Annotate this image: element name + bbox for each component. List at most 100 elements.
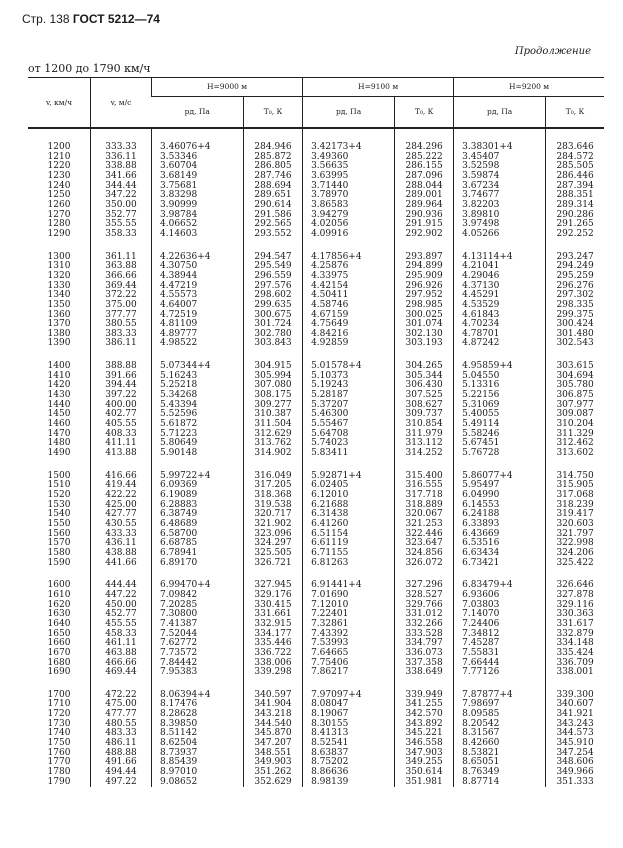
spacer-cell [90,568,152,582]
cell-v-kmh: 1580 [47,547,71,558]
cell-pressure-9000: 8.06394+4 [151,690,244,701]
cell-v-kmh: 1320 [47,270,71,281]
cell-temp-9100: 301.074 [394,319,454,330]
cell-pressure-9200: 7.66444 [453,658,546,669]
cell-temp-9000: 299.635 [242,300,303,311]
cell-v-ms: 388.88 [90,361,152,372]
cell-pressure-9100: 5.10373 [302,371,395,382]
cell-temp-9100: 316.555 [394,481,454,491]
cell-v-ms: 355.55 [90,220,152,230]
cell-temp-9200: 291.265 [545,220,604,230]
cell-pressure-9100: 8.41313 [302,729,395,740]
cell-v-ms: 491.66 [90,758,152,769]
cell-pressure-9100: 6.51154 [302,529,395,540]
cell-pressure-9000: 6.68785 [151,539,244,549]
table-row: 1790 497.22 9.08652 352.629 8.98139 351.981 8.… [28,777,604,788]
spacer-cell [28,678,91,691]
cell-pressure-9200: 3.67234 [453,181,546,192]
group-spacer [28,349,604,363]
table-row: 1780 494.44 8.97010 351.262 8.86636 350.614 8.… [28,767,604,778]
cell-temp-9200: 338.001 [545,667,604,678]
cell-pressure-9000: 6.99470+4 [151,581,244,591]
cell-pressure-9000: 6.48689 [151,519,244,530]
spacer-cell [453,349,546,363]
cell-temp-9100: 308.627 [394,400,454,411]
cell-v-kmh: 1310 [47,261,71,272]
cell-pressure-9000: 7.62772 [151,639,244,649]
cell-temp-9200: 329.116 [545,600,604,611]
cell-temp-9100: 331.012 [394,610,454,620]
cell-v-ms: 344.44 [90,181,152,192]
cell-temp-9000: 302.780 [242,329,303,340]
cell-temp-9200: 332.879 [545,629,604,640]
cell-v-kmh: 1740 [47,728,71,739]
table-row: 1490 413.88 5.90148 314.902 5.83411 314.252 5.… [28,448,604,459]
cell-v-ms: 397.22 [90,390,152,401]
cell-v-kmh: 1480 [47,438,71,449]
cell-pressure-9000: 4.47219 [151,281,244,292]
cell-pressure-9200: 3.74677 [453,191,546,201]
cell-temp-9000: 319.538 [242,500,303,511]
cell-v-kmh: 1520 [47,490,71,500]
cell-pressure-9100: 7.01690 [302,590,395,601]
cell-temp-9200: 340.607 [545,700,604,711]
cell-pressure-9000: 9.08652 [151,777,244,788]
table-row: 1770 491.66 8.85439 349.903 8.75202 349.255 8.… [28,758,604,769]
cell-temp-9200: 344.573 [545,729,604,740]
cell-pressure-9000: 7.95383 [151,667,244,678]
cell-pressure-9100: 6.91441+4 [302,581,395,591]
cell-pressure-9100: 3.86583 [302,200,395,211]
cell-pressure-9200: 8.20542 [453,719,546,730]
cell-v-ms: 405.55 [90,419,152,430]
cell-temp-9000: 292.565 [242,220,303,230]
cell-pressure-9200: 7.24406 [453,619,546,630]
cell-v-kmh: 1700 [47,689,71,700]
cell-temp-9000: 296.559 [242,271,303,282]
cell-pressure-9100: 7.12010 [302,600,395,611]
cell-v-ms: 347.22 [90,191,152,201]
data-table: v, км/ч v, м/с H=9000 м H=9100 м H=9200 … [28,77,604,788]
cell-pressure-9000: 5.25218 [151,381,244,392]
cell-pressure-9000: 3.60704 [151,162,244,172]
cell-v-ms: 411.11 [90,439,152,450]
cell-pressure-9000: 5.80649 [151,439,244,450]
cell-pressure-9100: 5.37207 [302,400,395,411]
cell-temp-9200: 335.424 [545,648,604,659]
cell-pressure-9100: 6.61119 [302,539,395,549]
cell-temp-9000: 331.661 [242,610,303,620]
cell-pressure-9000: 3.83298 [151,191,244,201]
cell-v-kmh: 1470 [47,428,71,439]
table-row: 1610 447.22 7.09842 329.176 7.01690 328.527 6.… [28,590,604,601]
cell-v-kmh: 1680 [47,657,71,668]
cell-temp-9200: 293.247 [545,252,604,263]
cell-pressure-9200: 5.95497 [453,481,546,491]
cell-v-ms: 386.11 [90,339,152,350]
table-row: 1740 483.33 8.51142 345.870 8.41313 345.221 8.… [28,728,604,740]
cell-v-kmh: 1300 [47,251,71,262]
cell-pressure-9000: 5.43394 [151,400,244,411]
cell-pressure-9100: 5.64708 [302,429,395,440]
cell-temp-9000: 288.694 [242,181,303,192]
cell-pressure-9000: 8.73937 [151,748,244,759]
spacer-cell [242,239,303,253]
table-row: 1580 438.88 6.78941 325.505 6.71155 324.856 6.… [28,547,604,559]
cell-temp-9100: 324.856 [394,548,454,559]
cell-pressure-9200: 7.03803 [453,600,546,611]
cell-pressure-9200: 8.65051 [453,758,546,769]
cell-v-kmh: 1390 [47,338,71,349]
col-header-temperature: T₀, К [242,96,303,129]
cell-v-ms: 461.11 [90,639,152,649]
cell-v-ms: 436.11 [90,539,152,549]
table-row: 1700 472.22 8.06394+4 340.597 7.97097+4 339.9… [28,689,604,701]
cell-pressure-9200: 8.87714 [453,777,546,788]
cell-pressure-9100: 3.78970 [302,191,395,201]
cell-temp-9200: 287.394 [545,181,604,192]
cell-temp-9200: 292.252 [545,229,604,240]
cell-pressure-9200: 4.61843 [453,310,546,321]
cell-pressure-9000: 5.61872 [151,419,244,430]
cell-pressure-9100: 7.86217 [302,667,395,678]
cell-v-ms: 441.66 [90,558,152,569]
cell-v-kmh: 1550 [47,518,71,529]
cell-v-ms: 358.33 [90,229,152,240]
cell-temp-9000: 351.262 [242,767,303,778]
